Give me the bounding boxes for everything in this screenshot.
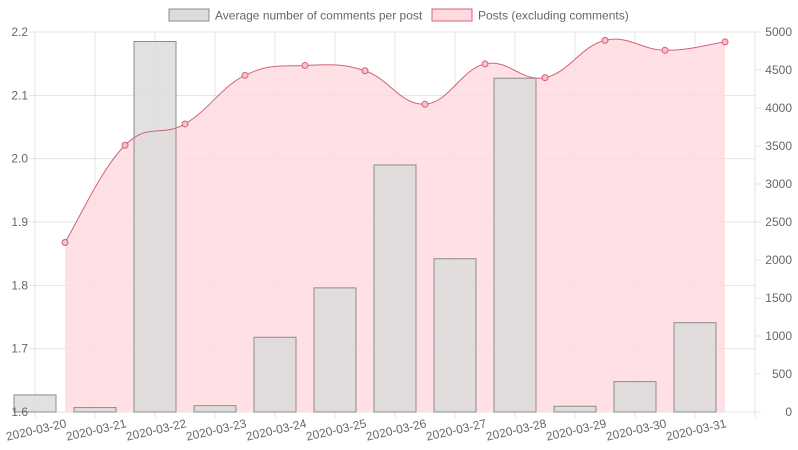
point-2020-03-26 [421,100,429,108]
bar-2020-03-25 [313,287,357,413]
y-left-tick-1: 1.7 [11,342,28,356]
bar-2020-03-21 [73,407,117,413]
y-right-tick-6: 3000 [765,177,792,191]
point-2020-03-24 [301,61,309,69]
y-right-tick-2: 1000 [765,329,792,343]
y-right-tick-0: 0 [785,405,792,419]
point-2020-03-30 [661,46,669,54]
y-axis-right: 0 500 1000 1500 2000 2500 3000 3500 4000 4500 5000 [765,25,792,419]
x-tick-2020-03-31: 2020-03-31 [665,416,728,444]
x-tick-2020-03-24: 2020-03-24 [245,416,308,444]
bar-2020-03-29 [553,405,597,413]
y-axis-left: 1.6 1.7 1.8 1.9 2.0 2.1 2.2 [11,25,28,419]
legend-label-1: Average number of comments per post [215,9,423,23]
x-tick-2020-03-23: 2020-03-23 [185,416,248,444]
bar-2020-03-30 [613,381,657,413]
y-right-tick-1: 500 [772,367,792,381]
x-tick-2020-03-21: 2020-03-21 [65,416,128,444]
point-2020-03-21 [121,141,129,149]
bar-2020-03-26 [373,164,417,413]
point-2020-03-29 [601,36,609,44]
point-2020-03-22 [181,120,189,128]
legend: Average number of comments per post Posts… [168,8,629,23]
x-tick-2020-03-30: 2020-03-30 [605,416,668,444]
bar-2020-03-27 [433,258,477,413]
x-tick-2020-03-20: 2020-03-20 [5,416,68,444]
bar-2020-03-23 [193,405,237,413]
bar-2020-03-20 [13,394,57,413]
bar-2020-03-28 [493,77,537,413]
y-right-tick-7: 3500 [765,139,792,153]
bar-2020-03-24 [253,336,297,413]
y-right-tick-9: 4500 [765,63,792,77]
point-2020-03-25 [361,67,369,75]
bar-2020-03-22 [133,41,177,413]
x-tick-2020-03-29: 2020-03-29 [545,416,608,444]
point-2020-03-31 [721,38,729,46]
y-right-tick-4: 2000 [765,253,792,267]
legend-swatch-1 [168,8,210,22]
bar-2020-03-31 [673,322,717,413]
legend-label-2: Posts (excluding comments) [478,9,629,23]
y-right-tick-3: 1500 [765,291,792,305]
y-left-tick-4: 2.0 [11,152,28,166]
x-tick-2020-03-26: 2020-03-26 [365,416,428,444]
point-2020-03-20 [61,239,69,247]
y-left-tick-2: 1.8 [11,278,28,292]
x-tick-2020-03-27: 2020-03-27 [425,416,488,444]
point-2020-03-23 [241,71,249,79]
bar-layer [13,41,717,413]
x-axis: 2020-03-202020-03-212020-03-222020-03-23… [5,416,728,444]
legend-swatch-2 [431,8,473,22]
point-layer [61,36,729,247]
x-tick-2020-03-25: 2020-03-25 [305,416,368,444]
y-left-tick-3: 1.9 [11,215,28,229]
point-2020-03-27 [481,60,489,68]
point-2020-03-28 [541,74,549,82]
x-tick-2020-03-28: 2020-03-28 [485,416,548,444]
y-left-tick-0: 1.6 [11,405,28,419]
y-right-tick-10: 5000 [765,25,792,39]
y-left-tick-5: 2.1 [11,88,28,102]
y-left-tick-6: 2.2 [11,25,28,39]
x-tick-2020-03-22: 2020-03-22 [125,416,188,444]
y-right-tick-8: 4000 [765,101,792,115]
y-right-tick-5: 2500 [765,215,792,229]
